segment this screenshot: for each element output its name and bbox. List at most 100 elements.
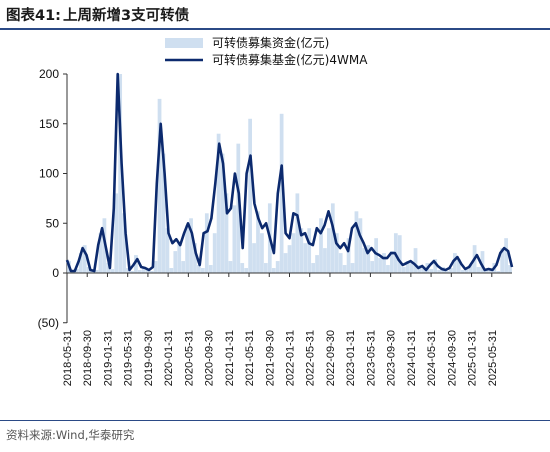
area-bar <box>98 233 103 273</box>
area-bar <box>106 263 111 273</box>
area-bar <box>122 213 126 273</box>
area-bar <box>417 265 422 273</box>
x-tick-label: 2020-09-30 <box>204 330 216 386</box>
x-tick-label: 2024-05-31 <box>426 330 438 386</box>
area-bar <box>134 255 138 273</box>
area-bar <box>224 193 229 273</box>
area-bar <box>185 225 189 273</box>
area-bar <box>334 233 339 273</box>
area-bar <box>165 228 170 273</box>
area-bar <box>110 269 115 273</box>
area-bar <box>433 259 438 273</box>
area-bar <box>468 265 473 273</box>
area-bar <box>141 267 146 273</box>
area-bar <box>303 243 308 273</box>
area-bar <box>429 269 434 273</box>
area-bar <box>504 238 508 273</box>
area-bar <box>228 261 233 273</box>
figure-title: 图表41: 上周新增3支可转债 <box>6 4 189 25</box>
area-bar <box>264 263 268 273</box>
x-tick-label: 2025-01-31 <box>467 330 479 386</box>
area-bar <box>421 268 426 273</box>
y-tick-label: 50 <box>46 216 60 230</box>
area-bar <box>453 253 457 273</box>
area-bar <box>82 245 87 273</box>
area-bar <box>118 74 123 273</box>
area-bar <box>382 253 386 273</box>
area-bar <box>252 243 256 273</box>
x-tick-label: 2021-09-30 <box>264 330 276 386</box>
area-bar <box>153 261 158 273</box>
area-bar <box>193 243 197 273</box>
area-bar <box>366 245 371 273</box>
area-bar <box>476 267 481 273</box>
area-bar <box>157 98 162 273</box>
x-tick-label: 2025-05-31 <box>487 330 499 386</box>
area-bar <box>460 270 465 273</box>
x-tick-label: 2020-05-31 <box>183 330 195 386</box>
area-bar <box>315 255 319 273</box>
area-bar <box>413 248 418 273</box>
area-bar <box>216 133 221 273</box>
figure-label: 图表41: <box>6 8 61 24</box>
area-bar <box>401 267 406 273</box>
area-bar <box>299 228 304 273</box>
area-bar <box>319 218 323 273</box>
area-bar <box>256 211 260 273</box>
area-bar <box>307 228 312 273</box>
figure-title-text: 上周新增3支可转债 <box>62 8 190 24</box>
area-bar <box>232 205 237 273</box>
x-tick-label: 2021-05-31 <box>244 330 256 386</box>
area-bar <box>114 193 119 273</box>
footer-rule <box>0 420 550 421</box>
area-bar <box>197 265 201 273</box>
area-bar <box>240 263 245 273</box>
area-bar <box>212 233 217 273</box>
area-bar <box>236 143 241 273</box>
area-bar <box>342 265 347 273</box>
area-bar <box>311 263 315 273</box>
area-bar <box>409 263 414 273</box>
area-bar <box>220 153 225 273</box>
x-tick-label: 2018-09-30 <box>82 330 94 386</box>
area-bar <box>248 118 252 274</box>
area-bar <box>271 268 276 273</box>
area-bar <box>350 263 355 273</box>
legend-swatch-area <box>165 38 203 48</box>
x-tick-label: 2024-09-30 <box>446 330 458 386</box>
area-bar <box>362 248 367 273</box>
area-bar <box>94 270 99 273</box>
y-axis: (50) 0 50 100 150 200 <box>38 67 68 330</box>
area-bar <box>200 268 205 273</box>
area-bar <box>130 271 134 273</box>
y-tick-label: 200 <box>39 67 59 81</box>
area-bar <box>145 269 150 273</box>
y-tick-label: 100 <box>39 167 59 181</box>
x-tick-label: 2023-09-30 <box>386 330 398 386</box>
area-bar <box>370 261 375 273</box>
y-tick-label: 0 <box>52 266 59 280</box>
area-bar <box>295 193 300 273</box>
x-tick-label: 2019-05-31 <box>123 330 135 386</box>
area-bar <box>500 248 505 273</box>
area-bar <box>338 253 343 273</box>
area-bar <box>354 211 359 273</box>
area-bar <box>346 238 351 273</box>
area-bar <box>405 261 410 273</box>
legend-label-area: 可转债募集资金(亿元) <box>212 35 329 50</box>
area-bar <box>496 271 501 273</box>
x-tick-label: 2024-01-31 <box>406 330 418 386</box>
x-tick-label: 2023-05-31 <box>365 330 377 386</box>
y-tick-label: 150 <box>39 117 59 131</box>
area-bar <box>244 268 249 273</box>
title-rule <box>0 28 550 30</box>
area-bar <box>480 251 485 273</box>
area-bar <box>358 218 363 273</box>
area-bar <box>390 251 394 273</box>
x-tick-label: 2020-01-31 <box>163 330 175 386</box>
x-tick-label: 2023-01-31 <box>345 330 357 386</box>
area-bar <box>161 153 166 273</box>
y-tick-label: (50) <box>38 316 59 330</box>
area-bar <box>437 270 442 273</box>
area-bar <box>181 261 186 273</box>
